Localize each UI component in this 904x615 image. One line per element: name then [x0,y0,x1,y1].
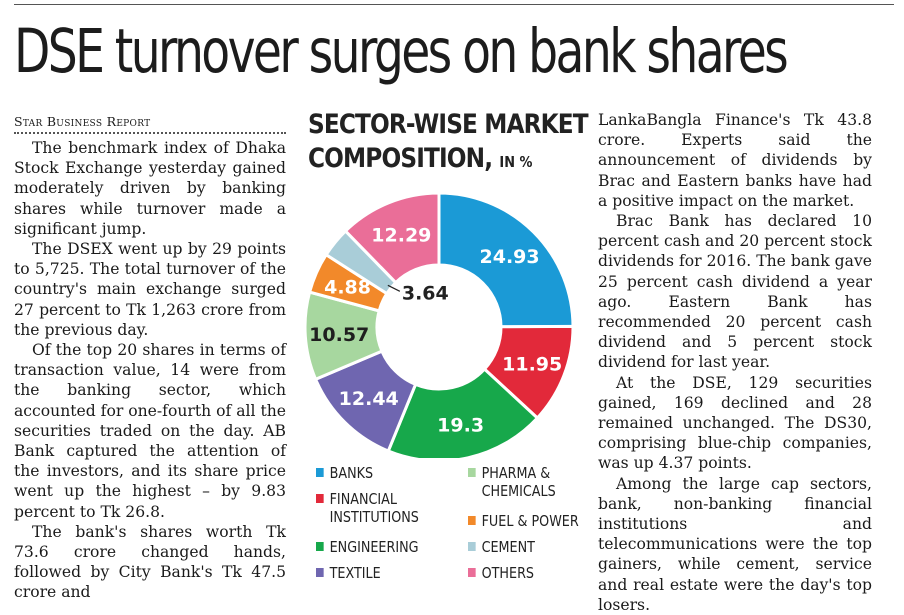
paragraph: Brac Bank has declared 10 percent cash a… [598,212,872,372]
slice-label-engineering: 19.3 [437,415,484,437]
slice-label-cement: 3.64 [402,282,449,304]
donut-chart: 24.93 11.95 19.3 12.44 10.57 4.88 3.64 12.29 [303,191,575,458]
slice-banks [437,191,575,329]
slice-label-others: 12.29 [371,224,431,246]
paragraph: Of the top 20 shares in terms of transac… [14,341,286,521]
legend-swatch [468,468,476,477]
legend-swatch [316,542,324,551]
legend-swatch [468,542,476,551]
slice-label-fuel-power: 4.88 [324,277,371,299]
slice-label-textile: 12.44 [339,388,399,410]
top-rule [14,4,894,5]
legend-item-others: OTHERS [468,564,534,582]
chart-title-line2: COMPOSITION, IN % [308,142,551,179]
legend-label: FUEL & POWER [481,512,579,530]
legend-item-financial-institutions: FINANCIAL INSTITUTIONS [316,490,419,526]
legend-swatch [316,468,324,477]
slice-label-banks: 24.93 [480,246,540,268]
legend-label: TEXTILE [329,564,381,582]
legend-label: ENGINEERING [329,538,419,556]
chart-title-line1: SECTOR-WISE MARKET [308,109,589,140]
paragraph: The benchmark index of Dhaka Stock Excha… [14,139,286,238]
legend-item-engineering: ENGINEERING [316,538,419,556]
legend-swatch [316,568,324,577]
legend-label: FINANCIAL INSTITUTIONS [329,490,419,526]
legend-swatch [316,494,324,503]
byline: Star Business Report [14,110,286,134]
article-column-right: LankaBangla Finance's Tk 43.8 crore. Exp… [598,110,872,615]
paragraph: LankaBangla Finance's Tk 43.8 crore. Exp… [598,111,872,210]
legend-item-cement: CEMENT [468,538,535,556]
slice-others [343,191,441,285]
chart-unit: IN % [499,153,533,171]
chart-title: SECTOR-WISE MARKET COMPOSITION, IN % [308,108,589,179]
legend-swatch [468,568,476,577]
legend-label: PHARMA & CHEMICALS [481,464,556,500]
legend-label: OTHERS [481,564,535,582]
paragraph: The DSEX went up by 29 points to 5,725. … [14,240,286,339]
legend-label: BANKS [329,464,374,482]
article-column-left: Star Business Report The benchmark index… [14,110,286,603]
legend-swatch [468,516,476,525]
slice-label-pharma-chemicals: 10.57 [309,324,369,346]
paragraph: The bank's shares worth Tk 73.6 crore ch… [14,522,286,602]
legend-label: CEMENT [481,538,535,556]
slice-label-financial-institutions: 11.95 [502,353,562,375]
slice-engineering [386,366,540,458]
legend-item-fuel-power: FUEL & POWER [468,512,579,530]
paragraph: Among the large cap sectors, bank, non-b… [598,474,872,614]
legend-item-textile: TEXTILE [316,564,381,582]
legend-item-banks: BANKS [316,464,373,482]
sector-composition-graphic: SECTOR-WISE MARKET COMPOSITION, IN % 24.… [300,108,590,598]
legend-item-pharma-chemicals: PHARMA & CHEMICALS [468,464,556,500]
paragraph: At the DSE, 129 securities gained, 169 d… [598,373,872,473]
headline: DSE turnover surges on bank shares [14,16,789,87]
leader-line [387,284,401,292]
chart-title-main: COMPOSITION, [308,143,493,174]
